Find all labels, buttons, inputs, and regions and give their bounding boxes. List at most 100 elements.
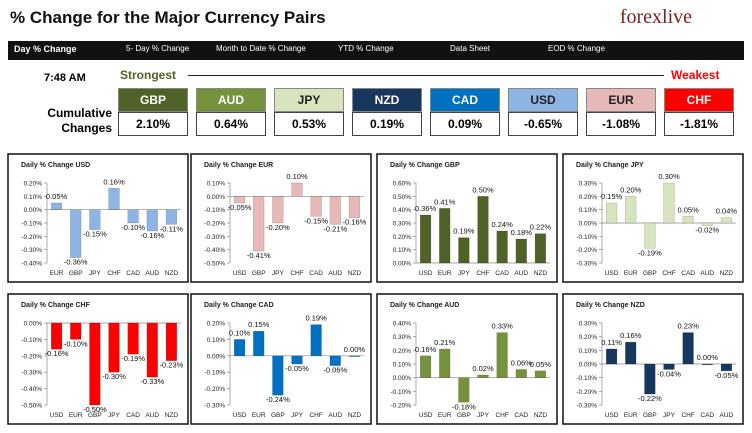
bar <box>253 330 265 357</box>
y-tick-label: 0.10% <box>393 247 412 254</box>
y-tick-label: -0.20% <box>390 403 411 410</box>
y-tick-label: -0.20% <box>21 353 42 360</box>
bar <box>348 355 361 357</box>
x-tick-label: USD <box>233 412 247 419</box>
bar <box>50 202 63 210</box>
y-tick-label: 0.40% <box>393 321 412 328</box>
x-tick-label: EUR <box>252 412 266 419</box>
data-label: 0.04% <box>716 207 738 216</box>
x-tick-label: USD <box>419 270 433 277</box>
x-tick-label: GBP <box>69 270 83 277</box>
bar <box>146 209 158 232</box>
currency-change: 0.19% <box>352 112 422 136</box>
y-tick-label: -0.10% <box>204 370 225 377</box>
x-tick-label: NZD <box>534 270 548 277</box>
bar <box>348 196 361 218</box>
data-label: 0.05% <box>530 360 552 369</box>
bar <box>496 332 508 378</box>
y-tick-label: -0.50% <box>204 261 225 268</box>
x-tick-label: CHF <box>662 270 675 277</box>
data-label: 0.41% <box>434 197 456 206</box>
y-tick-label: 0.20% <box>579 194 598 201</box>
x-tick-label: JPY <box>89 270 102 277</box>
x-tick-label: EUR <box>624 270 638 277</box>
data-label: 0.05% <box>678 205 700 214</box>
x-tick-label: CAD <box>309 270 323 277</box>
bar <box>663 182 675 224</box>
data-label: -0.23% <box>160 361 184 370</box>
bar <box>605 348 618 365</box>
x-tick-label: JPY <box>108 412 121 419</box>
data-label: 0.15% <box>601 192 623 201</box>
data-label: 0.00% <box>344 345 366 354</box>
y-tick-label: 0.10% <box>24 194 43 201</box>
x-tick-label: JPY <box>458 270 471 277</box>
x-tick-label: AUD <box>328 270 342 277</box>
bar <box>625 341 637 365</box>
y-tick-label: -0.20% <box>576 389 597 396</box>
data-label: -0.10% <box>64 339 88 348</box>
bar <box>682 332 694 365</box>
tab[interactable]: Data Sheet <box>450 44 491 53</box>
x-tick-label: EUR <box>50 270 64 277</box>
bar <box>701 222 713 226</box>
bar <box>496 230 508 264</box>
x-tick-label: CHF <box>107 270 120 277</box>
panel-border <box>562 293 744 425</box>
tab[interactable]: Month to Date % Change <box>216 44 306 53</box>
chart-title: Daily % Change EUR <box>204 162 273 169</box>
data-label: -0.11% <box>160 224 184 233</box>
y-tick-label: 0.20% <box>579 334 598 341</box>
data-label: 0.23% <box>678 322 700 331</box>
data-label: -0.06% <box>323 366 347 375</box>
bar <box>720 217 733 224</box>
chart-panel: Daily % Change EUR 0.10% 0.00% -0.10% -0.20%… <box>190 153 372 283</box>
bar <box>644 222 656 249</box>
x-tick-label: AUD <box>514 270 528 277</box>
summary-label: Cumulative Changes <box>47 106 112 135</box>
bar <box>89 322 101 406</box>
y-tick-label: 0.60% <box>393 181 412 188</box>
tab[interactable]: Day % Change <box>14 44 77 54</box>
bar <box>127 322 139 355</box>
bar <box>419 355 432 378</box>
time: 7:48 AM <box>44 72 86 84</box>
y-tick-label: 0.00% <box>207 353 226 360</box>
data-label: -0.04% <box>657 369 681 378</box>
bar <box>439 208 451 264</box>
bar <box>329 196 341 225</box>
chart-title: Daily % Change USD <box>21 162 90 169</box>
chart-panel: Daily % Change USD0.20%0.10%0.00%-0.10%-… <box>7 153 189 283</box>
data-label: -0.36% <box>64 258 88 267</box>
x-tick-label: USD <box>233 270 247 277</box>
bar <box>108 188 120 210</box>
data-label: -0.19% <box>121 354 145 363</box>
bar <box>291 182 303 197</box>
currency-header: CAD <box>430 88 500 112</box>
x-tick-label: NZD <box>165 270 179 277</box>
chart-panel: Daily % Change CHF 0.00% -0.10% -0.20% -0.30… <box>7 293 189 425</box>
y-tick-label: -0.40% <box>21 261 42 268</box>
logo: forexlive <box>619 6 692 28</box>
bar <box>50 322 63 350</box>
tab[interactable]: EOD % Change <box>548 44 605 53</box>
tab[interactable]: 5- Day % Change <box>126 44 190 53</box>
y-tick-label: 0.10% <box>579 207 598 214</box>
chart-panel: Daily % Change JPY 0.30% 0.20% 0.10% 0.00% -0… <box>562 153 744 283</box>
y-tick-label: 0.30% <box>579 181 598 188</box>
currency-header: NZD <box>352 88 422 112</box>
data-label: 0.22% <box>530 223 552 232</box>
x-tick-label: CAD <box>700 412 714 419</box>
bar <box>515 369 527 378</box>
data-label: -0.41% <box>247 251 271 260</box>
tab[interactable]: YTD % Change <box>338 44 394 53</box>
bar <box>439 348 451 378</box>
x-tick-label: CHF <box>681 412 694 419</box>
chart-title: Daily % Change NZD <box>576 302 645 309</box>
y-tick-label: -0.30% <box>21 370 42 377</box>
y-tick-label: -0.30% <box>204 234 225 241</box>
bar <box>291 355 303 365</box>
data-label: -0.30% <box>102 372 126 381</box>
page-title: % Change for the Major Currency Pairs <box>10 8 326 27</box>
bar <box>70 209 82 258</box>
